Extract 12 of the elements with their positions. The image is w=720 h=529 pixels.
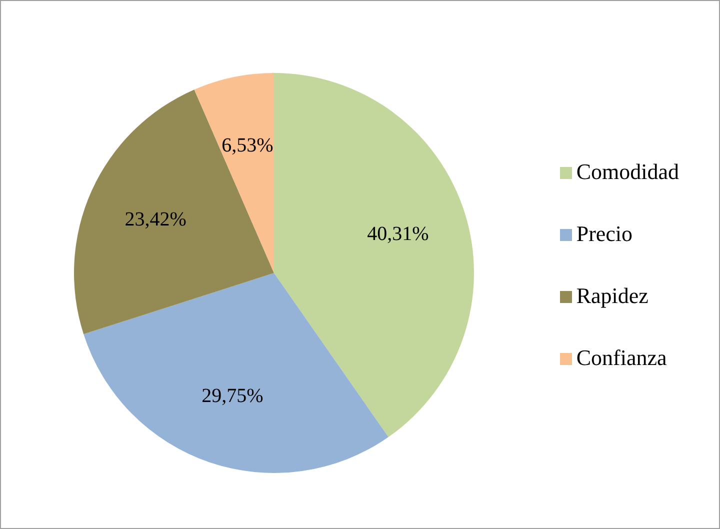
data-label: 29,75% bbox=[202, 385, 264, 408]
legend-label: Comodidad bbox=[576, 158, 679, 184]
pie-slice bbox=[274, 73, 474, 438]
data-label: 23,42% bbox=[124, 208, 186, 230]
legend-label: Precio bbox=[576, 220, 633, 246]
data-label: 6,53% bbox=[222, 134, 274, 157]
legend-label: Confianza bbox=[576, 344, 667, 370]
pie-slice bbox=[74, 90, 274, 334]
pie-slice bbox=[194, 73, 274, 273]
legend-label: Rapidez bbox=[576, 282, 648, 308]
data-label: 40,31% bbox=[367, 223, 429, 246]
pie-slice bbox=[84, 273, 388, 473]
